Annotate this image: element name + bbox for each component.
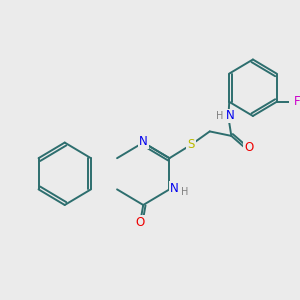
- Text: N: N: [139, 136, 148, 148]
- Text: S: S: [187, 138, 195, 151]
- Text: N: N: [226, 110, 234, 122]
- Text: N: N: [170, 182, 179, 195]
- Text: H: H: [215, 111, 223, 121]
- Text: O: O: [244, 141, 253, 154]
- Text: O: O: [136, 216, 145, 229]
- Text: H: H: [181, 188, 188, 197]
- Text: F: F: [293, 95, 300, 108]
